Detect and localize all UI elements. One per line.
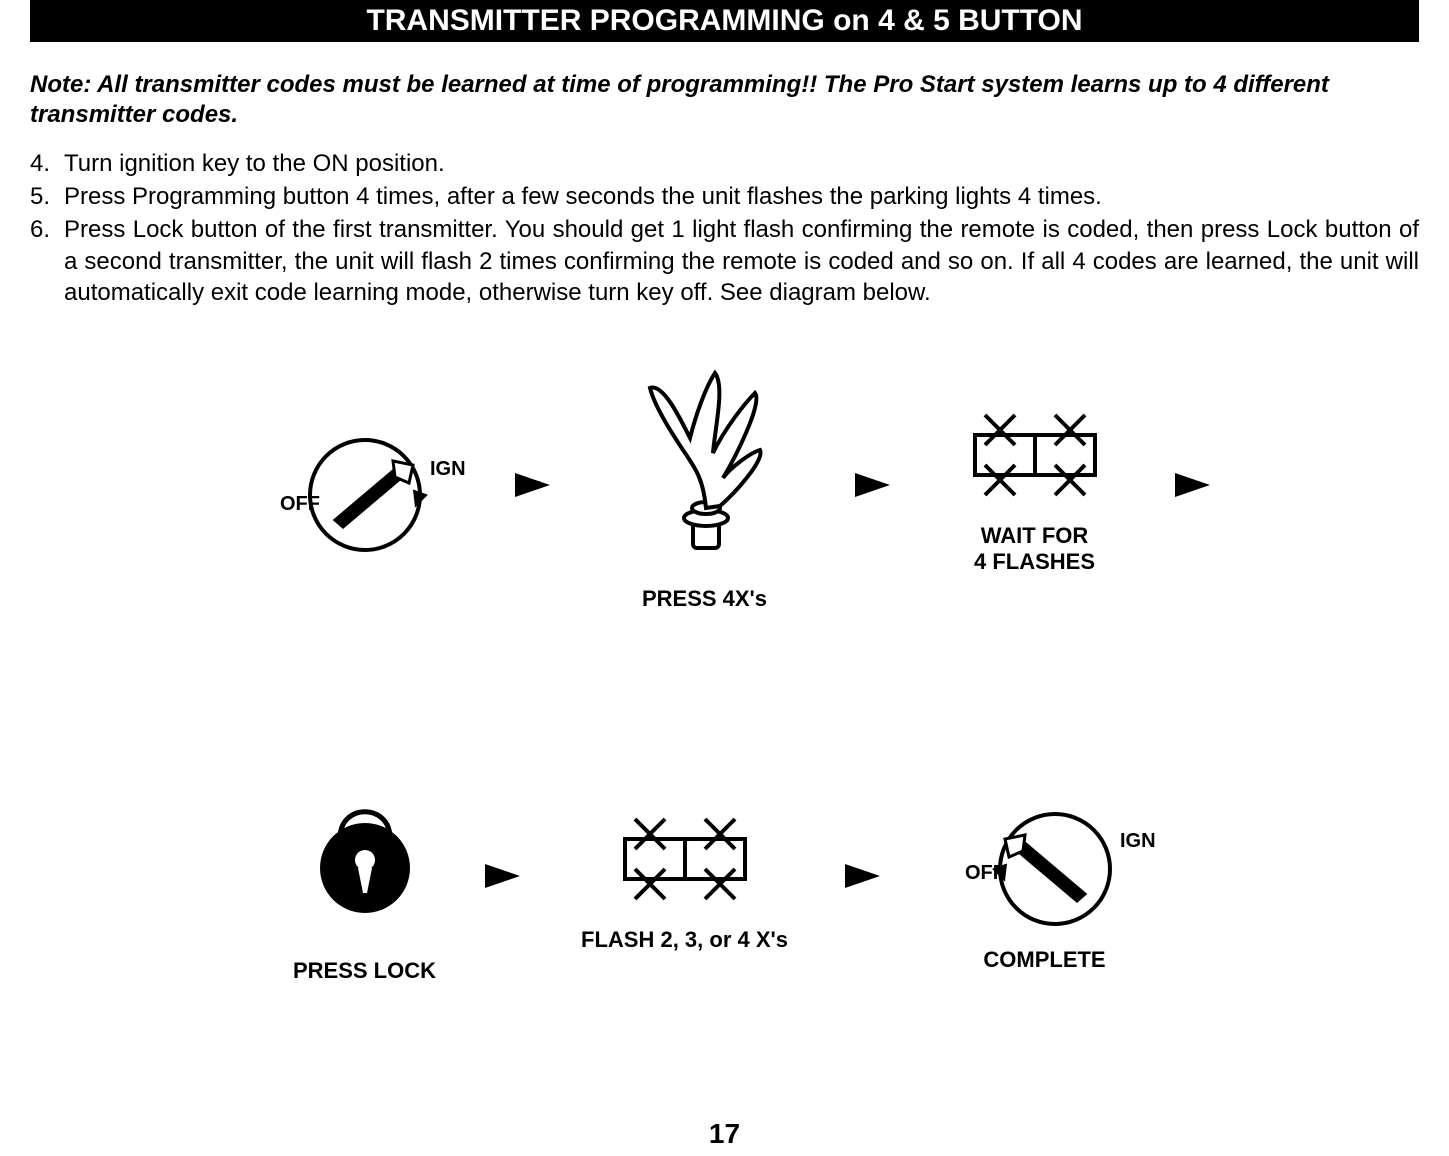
- diagram: OFF IGN: [30, 348, 1419, 1108]
- complete-caption: COMPLETE: [983, 947, 1105, 973]
- arrow-icon: [515, 470, 555, 500]
- step-6: 6. Press Lock button of the first transm…: [30, 214, 1419, 308]
- step-text: Press Programming button 4 times, after …: [64, 181, 1419, 212]
- step-press-lock: PRESS LOCK: [285, 768, 445, 984]
- svg-text:OFF: OFF: [965, 862, 1005, 884]
- page-number: 17: [30, 1118, 1419, 1150]
- svg-text:IGN: IGN: [1120, 830, 1156, 852]
- step-flash-234: FLASH 2, 3, or 4 X's: [565, 799, 805, 953]
- step-ign-on: OFF IGN: [235, 395, 475, 575]
- arrow-icon: [845, 861, 885, 891]
- arrow-icon: [485, 861, 525, 891]
- step-text: Press Lock button of the first transmitt…: [64, 214, 1419, 308]
- step-5: 5. Press Programming button 4 times, aft…: [30, 181, 1419, 212]
- step-num: 4.: [30, 148, 64, 179]
- note-text: Note: All transmitter codes must be lear…: [30, 70, 1419, 130]
- step-text: Turn ignition key to the ON position.: [64, 148, 1419, 179]
- press-button-caption: PRESS 4X's: [642, 586, 767, 612]
- step-wait-flash: WAIT FOR 4 FLASHES: [935, 395, 1135, 575]
- press-lock-caption: PRESS LOCK: [293, 958, 436, 984]
- arrow-icon: [1175, 470, 1215, 500]
- step-press-button: PRESS 4X's: [595, 358, 815, 612]
- wait-flash-caption: WAIT FOR 4 FLASHES: [974, 523, 1095, 575]
- step-ign-off: OFF IGN COMPLETE: [925, 779, 1165, 973]
- arrow-icon: [855, 470, 895, 500]
- step-4: 4. Turn ignition key to the ON position.: [30, 148, 1419, 179]
- step-num: 5.: [30, 181, 64, 212]
- steps-list: 4. Turn ignition key to the ON position.…: [30, 148, 1419, 308]
- flash-234-caption: FLASH 2, 3, or 4 X's: [581, 927, 788, 953]
- off-label: OFF: [280, 493, 320, 515]
- step-num: 6.: [30, 214, 64, 308]
- ign-label: IGN: [430, 458, 466, 480]
- page-header: TRANSMITTER PROGRAMMING on 4 & 5 BUTTON: [30, 0, 1419, 42]
